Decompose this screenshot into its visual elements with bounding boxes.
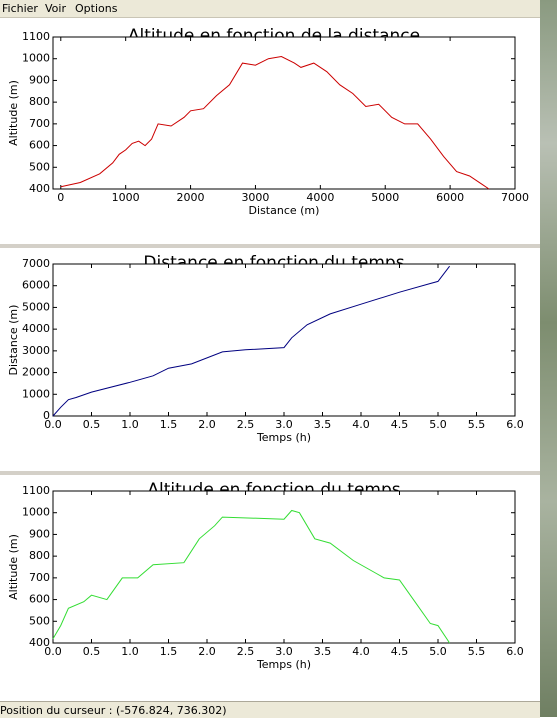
separator	[0, 471, 540, 475]
y-tick-label: 800	[29, 549, 50, 562]
y-axis-label: Altitude (m)	[7, 534, 20, 600]
plot-frame	[52, 490, 516, 644]
y-tick-label: 400	[29, 636, 50, 649]
plot-frame	[52, 36, 516, 190]
x-tick-label: 5.0	[429, 645, 447, 658]
x-tick-label: 2.5	[237, 418, 255, 431]
x-tick-label: 6.0	[506, 645, 524, 658]
x-tick-label: 0.0	[44, 418, 62, 431]
y-tick-label: 500	[29, 614, 50, 627]
y-tick-label: 5000	[22, 300, 50, 313]
y-tick-label: 6000	[22, 279, 50, 292]
x-axis-label: Temps (h)	[256, 658, 311, 671]
menu-item[interactable]: Voir	[45, 2, 66, 15]
x-tick-label: 3000	[241, 191, 269, 204]
menu-item[interactable]: Fichier	[2, 2, 38, 15]
y-tick-label: 800	[29, 95, 50, 108]
x-axis-label: Temps (h)	[256, 431, 311, 444]
y-tick-label: 500	[29, 160, 50, 173]
y-tick-label: 400	[29, 182, 50, 195]
x-tick-label: 3.5	[314, 645, 332, 658]
y-tick-label: 900	[29, 73, 50, 86]
x-tick-label: 1000	[112, 191, 140, 204]
x-tick-label: 6000	[436, 191, 464, 204]
status-text: Position du curseur : (-576.824, 736.302…	[0, 704, 227, 717]
y-tick-label: 4000	[22, 322, 50, 335]
x-tick-label: 6.0	[506, 418, 524, 431]
y-tick-label: 600	[29, 593, 50, 606]
x-tick-label: 0.0	[44, 645, 62, 658]
x-tick-label: 2.0	[198, 645, 216, 658]
y-tick-label: 900	[29, 527, 50, 540]
x-tick-label: 0.5	[83, 418, 101, 431]
data-line	[52, 509, 451, 644]
y-tick-label: 7000	[22, 257, 50, 270]
x-tick-label: 1.5	[160, 418, 178, 431]
y-tick-label: 700	[29, 117, 50, 130]
x-tick-label: 0.5	[83, 645, 101, 658]
y-tick-label: 2000	[22, 366, 50, 379]
y-tick-label: 1000	[22, 387, 50, 400]
x-tick-label: 4.5	[391, 418, 409, 431]
x-tick-label: 5.5	[468, 645, 486, 658]
y-tick-label: 600	[29, 139, 50, 152]
data-line	[52, 265, 450, 417]
x-tick-label: 5000	[371, 191, 399, 204]
menu-bar: Fichier Voir Options	[0, 0, 540, 18]
plot-frame	[52, 263, 516, 417]
x-tick-label: 3.0	[275, 418, 293, 431]
x-tick-label: 2.5	[237, 645, 255, 658]
x-tick-label: 2000	[177, 191, 205, 204]
y-tick-label: 1000	[22, 506, 50, 519]
menu-item[interactable]: Options	[75, 2, 118, 15]
y-axis-label: Distance (m)	[7, 305, 20, 376]
x-tick-label: 4000	[306, 191, 334, 204]
x-tick-label: 0	[57, 191, 64, 204]
x-tick-label: 2.0	[198, 418, 216, 431]
x-axis-label: Distance (m)	[249, 204, 320, 217]
x-tick-label: 4.0	[352, 645, 370, 658]
status-bar: Position du curseur : (-576.824, 736.302…	[0, 701, 540, 718]
x-tick-label: 3.5	[314, 418, 332, 431]
x-tick-label: 5.5	[468, 418, 486, 431]
y-tick-label: 1100	[22, 484, 50, 497]
charts: Altitude en fonction de la distance40050…	[0, 26, 540, 671]
x-tick-label: 1.5	[160, 645, 178, 658]
x-tick-label: 1.0	[121, 645, 139, 658]
x-tick-label: 5.0	[429, 418, 447, 431]
separator	[0, 244, 540, 248]
y-tick-label: 1100	[22, 30, 50, 43]
data-line	[60, 55, 490, 190]
map-edge	[540, 0, 557, 717]
x-tick-label: 1.0	[121, 418, 139, 431]
y-tick-label: 3000	[22, 344, 50, 357]
y-tick-label: 0	[43, 409, 50, 422]
x-tick-label: 3.0	[275, 645, 293, 658]
y-tick-label: 700	[29, 571, 50, 584]
y-axis-label: Altitude (m)	[7, 80, 20, 146]
y-tick-label: 1000	[22, 52, 50, 65]
x-tick-label: 7000	[501, 191, 529, 204]
x-tick-label: 4.0	[352, 418, 370, 431]
x-tick-label: 4.5	[391, 645, 409, 658]
